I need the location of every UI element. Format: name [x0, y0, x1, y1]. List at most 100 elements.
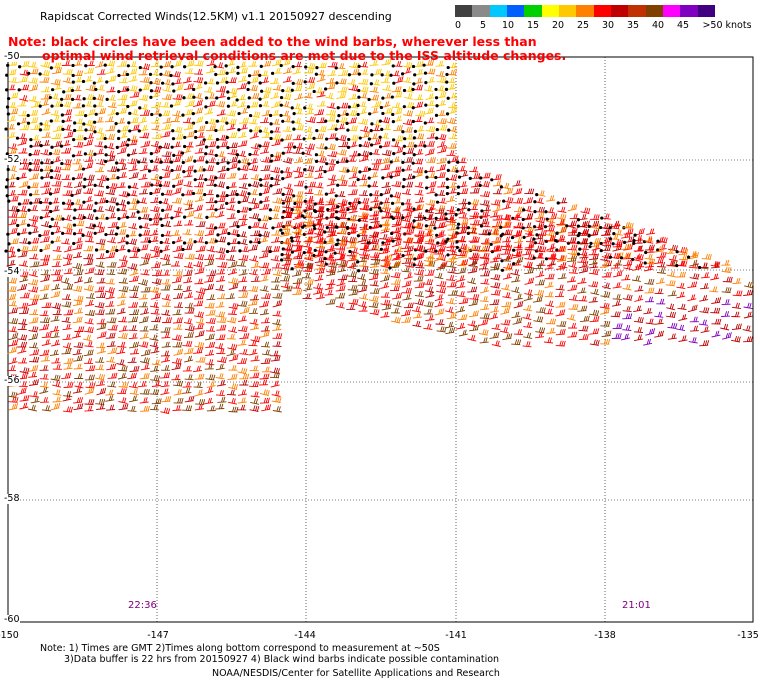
wind-barb: [50, 331, 60, 339]
wind-barb: [250, 143, 260, 150]
wind-barb: [578, 260, 589, 269]
wind-barb: [500, 264, 512, 272]
wind-barb: [149, 229, 159, 237]
wind-barb: [204, 86, 214, 93]
wind-barb: [250, 261, 260, 269]
wind-barb: [140, 269, 150, 276]
wind-barb: [358, 249, 369, 257]
wind-barb: [246, 84, 258, 92]
wind-barb: [302, 203, 312, 211]
wind-barb: [226, 254, 236, 262]
wind-barb: [456, 203, 468, 212]
wind-barb: [227, 268, 237, 276]
wind-barb: [612, 241, 623, 248]
wind-barb: [612, 282, 622, 289]
wind-barb: [567, 244, 578, 251]
wind-barb: [447, 224, 457, 231]
wind-barb: [16, 228, 28, 236]
wind-barb: [272, 341, 282, 347]
wind-barb: [379, 187, 392, 197]
wind-barb: [138, 279, 148, 286]
wind-barb: [258, 222, 268, 229]
wind-barb: [182, 387, 192, 394]
wind-barb: [580, 207, 591, 214]
wind-barb: [513, 206, 524, 213]
wind-barb: [292, 240, 302, 247]
wind-barb: [304, 188, 314, 195]
wind-barb: [172, 179, 184, 188]
wind-barb: [599, 302, 610, 310]
wind-barb: [380, 268, 390, 275]
wind-barb: [6, 92, 19, 101]
wind-barb: [8, 357, 18, 365]
wind-barb: [83, 258, 94, 266]
wind-barb: [28, 298, 39, 307]
wind-barb: [557, 272, 567, 280]
wind-barb: [589, 309, 600, 317]
wind-barb: [149, 157, 162, 164]
wind-barb: [272, 310, 282, 317]
wind-barb: [8, 403, 19, 411]
wind-barb: [48, 93, 60, 100]
wind-barb: [192, 365, 202, 373]
wind-barb: [445, 69, 457, 77]
wind-barb: [336, 259, 347, 267]
wind-barb: [533, 206, 545, 214]
wind-barb: [237, 157, 249, 165]
wind-barb: [369, 79, 381, 86]
wind-barb: [95, 261, 105, 268]
wind-barb: [313, 199, 325, 206]
wind-barb: [27, 182, 39, 189]
wind-barb: [514, 236, 524, 244]
wind-barb: [325, 92, 335, 100]
wind-barb: [150, 174, 160, 181]
wind-barb: [348, 172, 358, 179]
wind-barb: [149, 91, 160, 99]
wind-barb: [151, 124, 161, 131]
wind-barb: [268, 205, 281, 212]
wind-barb: [446, 274, 456, 281]
wind-barb: [732, 290, 743, 297]
wind-barb: [118, 255, 128, 262]
wind-barb: [710, 307, 721, 314]
wind-barb: [490, 273, 501, 281]
wind-barb: [48, 148, 61, 156]
wind-barb: [195, 195, 205, 202]
wind-barb: [424, 224, 434, 232]
wind-barb: [470, 180, 481, 188]
wind-barb: [588, 281, 599, 288]
wind-barb: [95, 364, 105, 371]
legend-label: 0: [454, 20, 462, 31]
wind-barb: [116, 205, 128, 212]
wind-barb: [447, 256, 457, 263]
wind-barb: [426, 132, 436, 139]
wind-barb: [238, 214, 248, 220]
wind-barb: [226, 123, 236, 131]
wind-barb: [149, 341, 159, 348]
wind-barb: [290, 85, 303, 92]
wind-barb: [479, 286, 490, 294]
wind-barb: [654, 318, 664, 325]
wind-barb: [290, 103, 302, 110]
wind-barb: [402, 203, 412, 211]
wind-barb: [566, 276, 577, 283]
wind-barb: [105, 205, 115, 213]
wind-barb: [424, 85, 434, 92]
wind-barb: [434, 272, 444, 280]
wind-barb: [599, 236, 611, 246]
wind-barb: [193, 347, 204, 354]
wind-barb: [425, 199, 436, 207]
wind-barb: [7, 212, 18, 218]
wind-barb: [50, 109, 60, 117]
wind-barb: [544, 207, 555, 214]
wind-barb: [106, 261, 117, 268]
wind-barb: [633, 228, 645, 237]
wind-barb: [129, 252, 139, 258]
wind-barb: [128, 285, 139, 292]
footnote-line-2: 3)Data buffer is 22 hrs from 20150927 4)…: [64, 654, 500, 665]
wind-barb: [161, 294, 171, 301]
wind-barb: [129, 365, 140, 372]
wind-barb: [62, 68, 73, 75]
wind-barb: [184, 292, 194, 299]
wind-barb: [270, 92, 280, 100]
